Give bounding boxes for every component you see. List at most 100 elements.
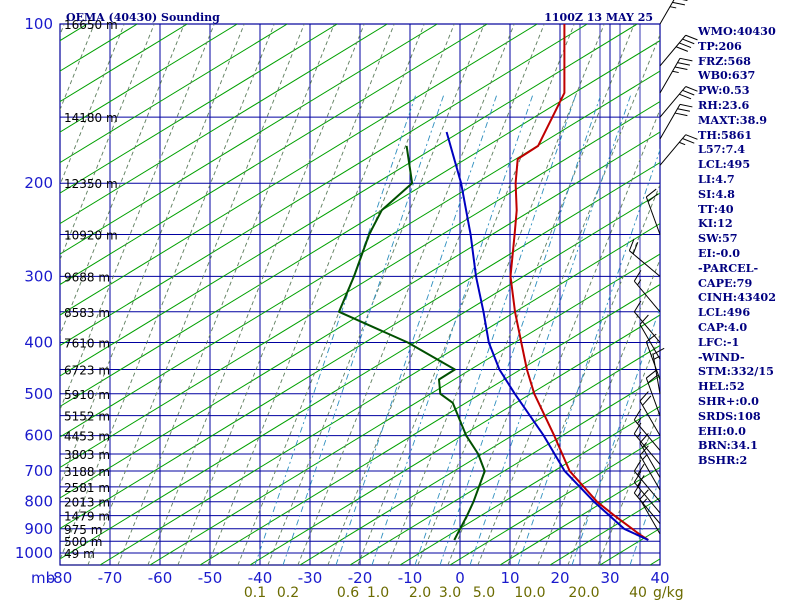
barb-flag [652, 347, 665, 355]
mixing-ratio-line [254, 94, 417, 565]
stat-line: BSHR:2 [698, 453, 748, 468]
barb-flag [646, 188, 657, 198]
barb-staff [659, 134, 687, 166]
dewpoint-line [338, 145, 486, 541]
stat-line: FRZ:568 [698, 53, 751, 68]
height-label: 9688 m [64, 270, 110, 284]
dry-adiabat [449, 436, 660, 565]
stat-line: KI:12 [698, 216, 733, 231]
wind-barb [633, 300, 661, 343]
barb-flag [685, 86, 698, 92]
barb-flag [674, 66, 688, 70]
barb-flag [639, 314, 649, 325]
barb-flag [685, 134, 698, 140]
moist-adiabat [87, 24, 305, 565]
barb-flag [679, 93, 692, 100]
moist-adiabat [177, 24, 395, 565]
temp-label-0: 0 [455, 569, 465, 587]
barb-flag [677, 62, 690, 66]
moist-adiabat [327, 24, 545, 565]
barb-flag [682, 89, 695, 96]
pressure-label-600: 600 [24, 427, 53, 445]
wind-barb [639, 314, 661, 360]
pressure-label-900: 900 [24, 520, 53, 538]
barb-half-flag [637, 279, 642, 286]
mixing-ratio-label: 0.2 [277, 585, 299, 600]
height-label: 975 m [64, 523, 102, 537]
temp-label--80: -80 [48, 569, 73, 587]
barb-flag [639, 489, 649, 500]
stat-line: LCL:495 [698, 157, 751, 172]
barb-staff [633, 481, 661, 514]
mixing-ratio-line [414, 94, 577, 565]
pressure-label-100: 100 [24, 15, 53, 33]
height-label: 3188 m [64, 465, 110, 479]
moist-adiabat [207, 24, 425, 565]
barb-staff [633, 311, 661, 343]
pressure-label-300: 300 [24, 267, 53, 285]
stat-line: PW:0.53 [698, 83, 750, 98]
barb-staff [633, 280, 661, 313]
stat-line: STM:332/15 [698, 364, 774, 379]
stat-line: TH:5861 [698, 127, 753, 142]
barb-staff [639, 498, 661, 535]
dry-adiabat [99, 222, 660, 565]
sounding-indices-panel: WMO:40430 TP:206 FRZ:568 WB0:637 PW:0.53 RH:2… [698, 24, 798, 468]
barb-flag [633, 270, 642, 282]
stat-line: TP:206 [698, 38, 742, 53]
height-label: 12350 m [64, 177, 118, 191]
dry-adiabat [60, 131, 660, 499]
barb-half-flag [642, 454, 648, 460]
barb-half-flag [642, 498, 648, 504]
mixing-ratio-label: 3.0 [439, 585, 461, 600]
wind-barb [659, 86, 698, 118]
barb-flag [639, 445, 649, 456]
stat-line: CAPE:79 [698, 275, 753, 290]
dry-adiabat [60, 192, 660, 560]
temp-label--30: -30 [298, 569, 323, 587]
moist-adiabat [60, 24, 245, 486]
barb-flag [672, 1, 685, 6]
moist-adiabat [60, 24, 185, 336]
stat-line: SHR+:0.0 [698, 393, 759, 408]
x-unit-label: mb [31, 569, 55, 587]
dry-adiabat [60, 24, 238, 133]
mixing-ratio-line [335, 94, 498, 565]
moist-adiabat [417, 24, 635, 565]
mixing-ratio-label: 0.1 [244, 585, 266, 600]
barb-staff [639, 442, 661, 478]
dry-adiabat [60, 161, 660, 530]
mixing-ratio-label: 40 [629, 585, 647, 600]
barb-staff [633, 433, 661, 465]
temp-label--10: -10 [398, 569, 423, 587]
moist-adiabat [60, 24, 155, 261]
moist-adiabat [387, 24, 605, 565]
mixing-ratio-line [571, 306, 660, 565]
pressure-label-800: 800 [24, 493, 53, 511]
height-label: 2013 m [64, 496, 110, 510]
barb-half-flag [642, 442, 648, 448]
wind-barb [628, 238, 661, 277]
dry-adiabat [149, 253, 660, 565]
pressure-label-1000: 1000 [15, 544, 53, 562]
dry-adiabat [499, 466, 660, 565]
height-label: 1479 m [64, 510, 110, 524]
pressure-label-500: 500 [24, 385, 53, 403]
barb-flag [637, 475, 645, 487]
observation-time: 1100Z 13 MAY 25 [544, 11, 653, 24]
moist-adiabat [447, 33, 660, 565]
barb-flag [633, 300, 642, 313]
wind-barb [639, 445, 661, 491]
barb-flag [677, 108, 690, 112]
stat-line: BRN:34.1 [698, 438, 758, 453]
height-label: 500 m [64, 535, 102, 549]
isobar-isotherm-grid [59, 23, 661, 566]
pressure-label-700: 700 [24, 462, 53, 480]
barb-staff [645, 341, 661, 380]
stat-line: SI:4.8 [698, 186, 735, 201]
wind-barb [639, 433, 661, 478]
adiabat-lines [60, 24, 660, 565]
wind-barb [645, 333, 661, 380]
stat-line: MAXT:38.9 [698, 112, 768, 127]
